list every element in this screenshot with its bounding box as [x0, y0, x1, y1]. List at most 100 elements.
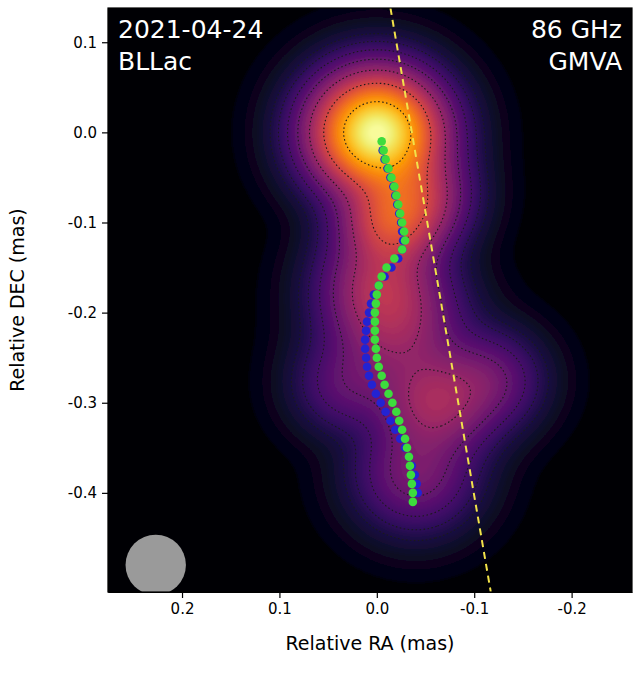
intensity-band [232, 8, 589, 583]
ridge-point [374, 281, 383, 290]
contour-line [298, 59, 507, 496]
ridge-point [373, 290, 382, 299]
ridge-point [384, 389, 393, 398]
ridge-point [409, 498, 418, 507]
ridge-point [371, 317, 380, 326]
ridge-point [372, 299, 381, 308]
ridge-point [362, 326, 371, 335]
intensity-band [340, 98, 415, 173]
tick-mark [279, 592, 280, 598]
ridge-point [374, 281, 383, 290]
intensity-band [301, 62, 499, 484]
tick-label: -0.2 [557, 600, 586, 618]
axis-line [109, 592, 633, 593]
ridge-point [380, 155, 389, 164]
intensity-band [330, 89, 424, 226]
intensity-band [286, 48, 529, 520]
ridge-point [361, 335, 370, 344]
ridge-point [361, 344, 370, 353]
tick: -0.1 [460, 592, 489, 618]
ridge-point [401, 434, 410, 443]
intensity-band [312, 72, 458, 417]
ridge-point [380, 380, 389, 389]
ridge-point [386, 416, 395, 425]
tick: -0.2 [68, 304, 108, 322]
tick-mark [474, 592, 475, 598]
intensity-band [353, 110, 402, 158]
intensity-band [311, 71, 464, 422]
intensity-band [356, 113, 398, 154]
contour-line [288, 50, 526, 517]
intensity-band [258, 22, 562, 555]
ridge-point [390, 254, 399, 263]
intensity-band [358, 115, 397, 152]
tick-label: 0.0 [73, 124, 97, 142]
ridge-point [372, 344, 381, 353]
intensity-band [297, 58, 510, 499]
intensity-band [337, 96, 417, 178]
intensity-band [333, 91, 422, 214]
intensity-image [232, 8, 589, 583]
y-axis-title: Relative DEC (mas) [6, 208, 28, 391]
ridge-point [398, 245, 407, 254]
tick: -0.4 [68, 484, 108, 502]
tick-label: 0.1 [73, 34, 97, 52]
intensity-band [304, 65, 490, 456]
ridge-point [383, 164, 392, 173]
intensity-band [281, 44, 534, 526]
tick-mark [102, 132, 108, 133]
intensity-band [263, 27, 558, 550]
ridge-point [365, 371, 374, 380]
intensity-band [315, 75, 441, 328]
ridge-point [372, 389, 381, 398]
intensity-band [252, 17, 569, 562]
ridge-point [388, 398, 397, 407]
ridge-point [407, 471, 416, 480]
ridge-point [371, 335, 380, 344]
intensity-band [291, 53, 519, 509]
plot-frame [108, 8, 632, 592]
ridge-point [378, 146, 387, 155]
intensity-band [351, 108, 404, 159]
ridge-point [401, 236, 410, 245]
ridge-point [387, 173, 396, 182]
ridge-point [382, 263, 391, 272]
tick: -0.2 [557, 592, 586, 618]
series [361, 8, 491, 592]
ridge-point [384, 164, 393, 173]
tick: 0.1 [268, 592, 292, 618]
contour-line [309, 70, 470, 428]
ridge-point [389, 182, 398, 191]
tick-mark [102, 222, 108, 223]
intensity-band [308, 69, 475, 432]
ridge-point [386, 173, 395, 182]
intensity-band [322, 82, 433, 250]
intensity-band [327, 86, 428, 237]
ridge-point [395, 209, 404, 218]
ridge-point [405, 453, 414, 462]
ridge-point [398, 218, 407, 227]
tick: -0.1 [68, 214, 108, 232]
intensity-band [341, 99, 413, 171]
ridge-point [396, 209, 405, 218]
intensity-band [328, 87, 427, 233]
intensity-band [307, 68, 481, 438]
ridge-point [371, 308, 380, 317]
intensity-band [354, 112, 400, 156]
intensity-band [346, 104, 407, 164]
y-axis: 0.10.0-0.1-0.2-0.3-0.4 [68, 9, 109, 593]
ridge-point [395, 416, 404, 425]
intensity-band [306, 66, 486, 444]
annotation: 86 GHz [531, 15, 622, 44]
intensity-band [273, 36, 544, 536]
ridge-point [374, 362, 383, 371]
intensity-band [325, 85, 429, 240]
intensity-band [310, 70, 470, 427]
tick: 0.0 [365, 592, 389, 618]
tick-label: -0.1 [460, 600, 489, 618]
intensity-band [336, 95, 418, 181]
intensity-band [377, 133, 379, 134]
intensity-band [276, 39, 541, 533]
intensity-band [342, 101, 412, 170]
beam [126, 535, 186, 592]
